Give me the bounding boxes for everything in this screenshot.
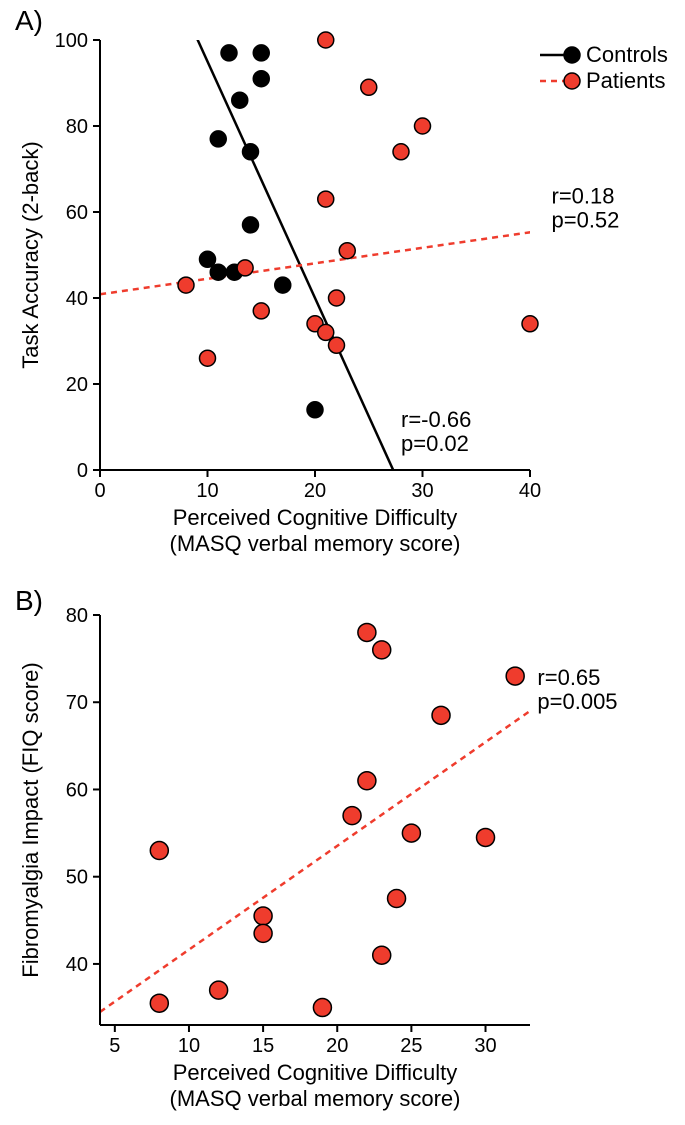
y-tick-label: 70 xyxy=(66,692,88,714)
point-patients xyxy=(329,290,345,306)
point-patients xyxy=(313,999,331,1017)
point-patients xyxy=(402,824,420,842)
fit-line-patients xyxy=(89,229,551,296)
point-controls xyxy=(210,131,226,147)
x-tick-label: 0 xyxy=(94,480,105,502)
stat-r-controls: r=-0.66 xyxy=(401,407,471,432)
point-controls xyxy=(243,144,259,160)
x-axis-label-1: Perceived Cognitive Difficulty xyxy=(173,1060,458,1085)
fit-line-controls xyxy=(165,0,402,487)
y-axis-label: Task Accuracy (2-back) xyxy=(18,141,43,368)
legend-label-patients: Patients xyxy=(586,68,666,93)
y-tick-label: 40 xyxy=(66,288,88,310)
y-tick-label: 60 xyxy=(66,202,88,224)
panel-b-label: B) xyxy=(15,585,43,616)
point-patients xyxy=(237,260,253,276)
point-controls xyxy=(232,92,248,108)
x-tick-label: 20 xyxy=(304,480,326,502)
y-tick-label: 60 xyxy=(66,779,88,801)
y-tick-label: 20 xyxy=(66,374,88,396)
point-patients xyxy=(318,32,334,48)
panel-a-label: A) xyxy=(15,5,43,36)
x-tick-label: 15 xyxy=(252,1035,274,1057)
point-patients xyxy=(318,191,334,207)
point-patients xyxy=(150,842,168,860)
point-patients xyxy=(210,981,228,999)
point-patients xyxy=(361,79,377,95)
point-patients xyxy=(358,623,376,641)
y-tick-label: 0 xyxy=(77,460,88,482)
point-patients xyxy=(506,667,524,685)
point-patients xyxy=(343,807,361,825)
x-axis-label-2: (MASQ verbal memory score) xyxy=(170,1086,461,1111)
x-tick-label: 25 xyxy=(400,1035,422,1057)
point-patients xyxy=(358,772,376,790)
x-tick-label: 20 xyxy=(326,1035,348,1057)
point-controls xyxy=(221,45,237,61)
point-patients xyxy=(178,277,194,293)
legend-marker-controls xyxy=(564,47,580,63)
figure-svg: A) r=-0.66p=0.02 r=0.18p=0.52 0 10 20 30 40 0 20 4… xyxy=(0,0,685,1125)
x-tick-label: 10 xyxy=(196,480,218,502)
point-controls xyxy=(253,71,269,87)
point-controls xyxy=(275,277,291,293)
point-patients xyxy=(200,350,216,366)
panel-a: A) r=-0.66p=0.02 r=0.18p=0.52 0 10 20 30 40 0 20 4… xyxy=(15,0,668,556)
point-patients xyxy=(329,337,345,353)
fit-line-patients xyxy=(100,711,530,1012)
point-controls xyxy=(307,402,323,418)
y-tick-label: 80 xyxy=(66,116,88,138)
point-patients xyxy=(318,324,334,340)
point-patients xyxy=(254,924,272,942)
x-tick-label: 30 xyxy=(474,1035,496,1057)
x-tick-label: 10 xyxy=(178,1035,200,1057)
point-patients xyxy=(253,303,269,319)
x-tick-label: 40 xyxy=(519,480,541,502)
x-tick-label: 5 xyxy=(109,1035,120,1057)
point-patients xyxy=(522,316,538,332)
stat-p-patients: p=0.005 xyxy=(537,689,617,714)
point-patients xyxy=(373,641,391,659)
stat-r-patients: r=0.65 xyxy=(537,665,600,690)
point-patients xyxy=(373,946,391,964)
point-patients xyxy=(477,828,495,846)
y-tick-label: 50 xyxy=(66,867,88,889)
stat-p-patients: p=0.52 xyxy=(552,207,620,232)
legend-label-controls: Controls xyxy=(586,42,668,67)
point-controls xyxy=(253,45,269,61)
point-patients xyxy=(254,907,272,925)
point-patients xyxy=(432,706,450,724)
point-patients xyxy=(150,994,168,1012)
stat-p-controls: p=0.02 xyxy=(401,431,469,456)
point-controls xyxy=(210,264,226,280)
x-axis-label-2: (MASQ verbal memory score) xyxy=(170,531,461,556)
y-tick-label: 80 xyxy=(66,605,88,627)
panel-b: B) r=0.65p=0.005 5 10 15 20 25 30 40 50 60 70 80 Fibr… xyxy=(15,585,618,1111)
point-patients xyxy=(388,890,406,908)
y-tick-label: 100 xyxy=(55,30,88,52)
legend-marker-patients xyxy=(564,73,580,89)
x-tick-label: 30 xyxy=(411,480,433,502)
point-patients xyxy=(393,144,409,160)
figure-container: A) r=-0.66p=0.02 r=0.18p=0.52 0 10 20 30 40 0 20 4… xyxy=(0,0,685,1125)
x-axis-label-1: Perceived Cognitive Difficulty xyxy=(173,505,458,530)
point-controls xyxy=(200,251,216,267)
y-axis-label: Fibromyalgia Impact (FIQ score) xyxy=(18,662,43,977)
legend: ControlsPatients xyxy=(540,42,668,93)
point-controls xyxy=(243,217,259,233)
stat-r-patients: r=0.18 xyxy=(552,183,615,208)
point-patients xyxy=(415,118,431,134)
y-tick-label: 40 xyxy=(66,954,88,976)
point-patients xyxy=(339,243,355,259)
